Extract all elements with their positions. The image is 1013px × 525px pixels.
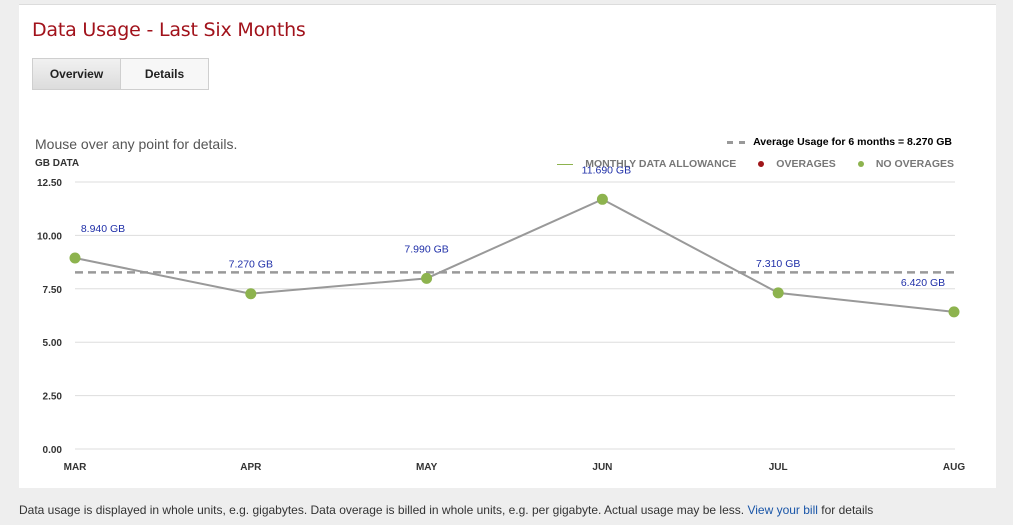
- legend-overages-label: OVERAGES: [776, 158, 836, 170]
- x-tick-labels: MAR APR MAY JUN JUL AUG: [64, 462, 966, 473]
- y-tick-label: 2.50: [43, 392, 63, 403]
- data-label: 7.270 GB: [229, 259, 273, 271]
- y-tick-label: 0.00: [43, 445, 63, 456]
- y-tick-labels: 0.00 2.50 5.00 7.50 10.00 12.50: [37, 178, 62, 456]
- grid-lines: [75, 181, 955, 450]
- x-tick-label: MAR: [64, 462, 88, 473]
- x-tick-label: JUN: [592, 462, 612, 473]
- view-bill-link[interactable]: View your bill: [747, 503, 818, 517]
- data-point[interactable]: [245, 288, 257, 300]
- page-title: Data Usage - Last Six Months: [32, 19, 306, 41]
- data-label: 11.690 GB: [582, 164, 631, 176]
- usage-chart: GB DATA 0.00 2.50 5.00 7.50 10.00 12.50 MAR AP…: [35, 158, 966, 473]
- y-tick-label: 7.50: [43, 285, 63, 296]
- usage-panel: Data Usage - Last Six Months Overview De…: [19, 4, 996, 488]
- average-legend: Average Usage for 6 months = 8.270 GB: [727, 136, 952, 148]
- data-points: [69, 193, 960, 318]
- x-tick-label: AUG: [943, 462, 965, 473]
- footer-suffix: for details: [821, 503, 874, 517]
- legend-allowance-label: MONTHLY DATA ALLOWANCE: [585, 158, 737, 170]
- footer-note: Data usage is displayed in whole units, …: [19, 503, 873, 517]
- overage-dot-icon: [758, 161, 765, 167]
- data-label: 6.420 GB: [901, 277, 945, 289]
- average-legend-label: Average Usage for 6 months = 8.270 GB: [753, 136, 952, 148]
- y-tick-label: 12.50: [37, 178, 62, 189]
- chart-hint: Mouse over any point for details.: [35, 136, 238, 152]
- legend-no-overages: NO OVERAGES: [857, 158, 954, 170]
- data-point[interactable]: [772, 287, 784, 299]
- tab-bar: Overview Details: [32, 58, 209, 90]
- data-point[interactable]: [948, 306, 960, 318]
- y-tick-label: 10.00: [37, 231, 62, 242]
- data-labels: 8.940 GB 7.270 GB 7.990 GB 11.690 GB 7.310 G…: [81, 164, 945, 289]
- legend-allowance: MONTHLY DATA ALLOWANCE: [557, 158, 736, 170]
- data-label: 7.990 GB: [404, 243, 448, 255]
- footer-text: Data usage is displayed in whole units, …: [19, 503, 745, 517]
- chart-legend: MONTHLY DATA ALLOWANCE OVERAGES NO OVERA…: [535, 158, 954, 170]
- y-tick-label: 5.00: [43, 338, 63, 349]
- no-overage-dot-icon: [857, 161, 864, 167]
- usage-series-line: [74, 198, 955, 313]
- legend-no-overages-label: NO OVERAGES: [875, 158, 954, 170]
- x-tick-label: JUL: [769, 462, 788, 473]
- data-point[interactable]: [421, 272, 433, 284]
- legend-overages: OVERAGES: [758, 158, 836, 170]
- tab-overview[interactable]: Overview: [33, 59, 121, 89]
- average-dash-swatch: [727, 140, 746, 144]
- tab-details[interactable]: Details: [121, 59, 208, 89]
- allowance-line-swatch: [557, 163, 574, 165]
- x-tick-label: APR: [240, 462, 262, 473]
- data-point[interactable]: [596, 193, 608, 205]
- data-label: 8.940 GB: [81, 223, 125, 235]
- y-axis-label: GB DATA: [35, 158, 79, 169]
- x-tick-label: MAY: [416, 462, 438, 473]
- data-point[interactable]: [69, 252, 81, 264]
- data-label: 7.310 GB: [756, 258, 800, 270]
